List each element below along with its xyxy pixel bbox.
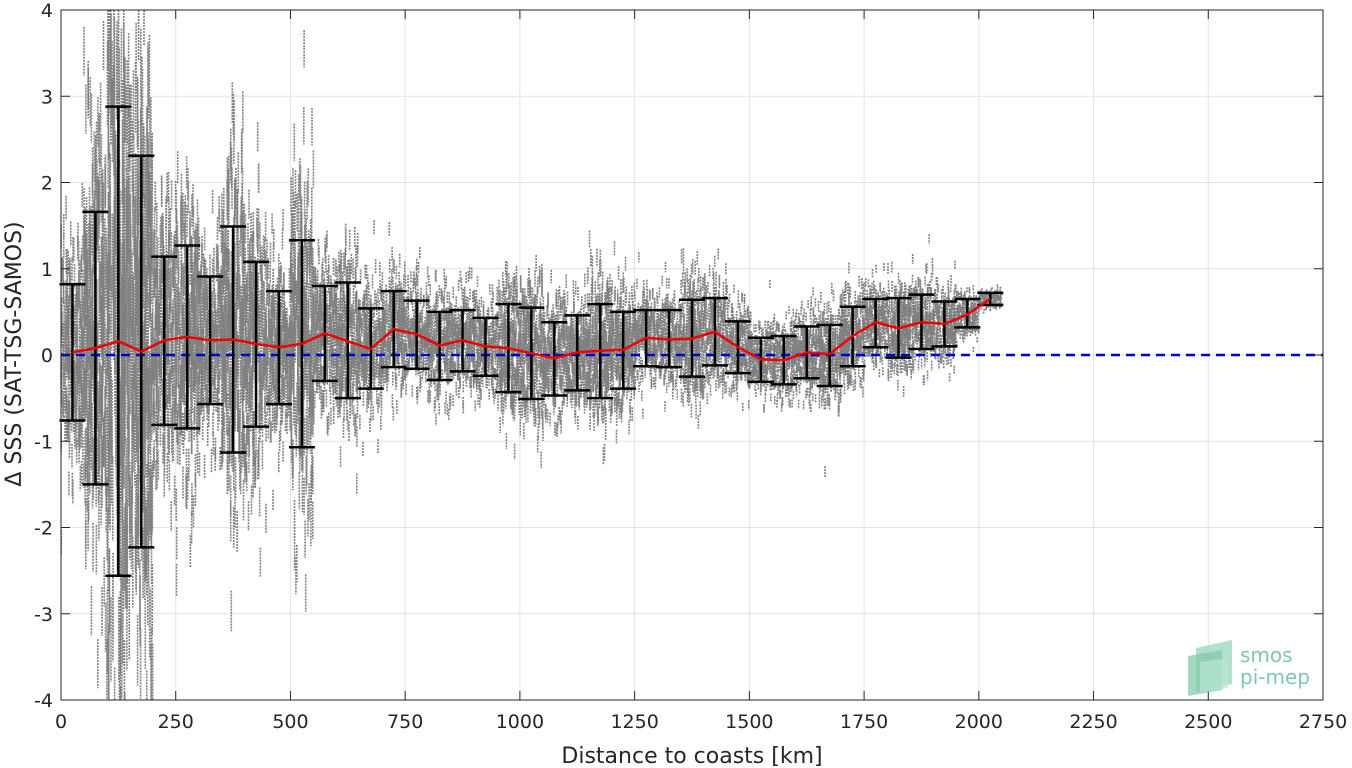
y-tick-label: 0 — [41, 345, 53, 367]
y-tick-label: -3 — [34, 604, 53, 626]
y-tick-labels: -4 -3 -2 -1 0 1 2 3 4 — [34, 0, 53, 712]
error-bar — [816, 323, 843, 388]
y-axis-label: Δ SSS (SAT-TSG-SAMOS) — [2, 221, 27, 486]
y-tick-label: -2 — [34, 518, 53, 540]
logo-line2: pi-mep — [1240, 665, 1310, 689]
error-bar — [59, 283, 86, 422]
smos-pi-mep-logo: smos pi-mep — [1188, 640, 1310, 696]
x-tick-label: 1000 — [496, 711, 544, 733]
x-tick-label: 0 — [55, 711, 67, 733]
x-tick-label: 2750 — [1299, 711, 1347, 733]
y-tick-label: 1 — [41, 259, 53, 281]
y-tick-label: -4 — [34, 690, 53, 712]
logo-line1: smos — [1240, 643, 1293, 667]
x-tick-label: 1750 — [840, 711, 888, 733]
x-tick-label: 250 — [158, 711, 194, 733]
x-tick-label: 750 — [387, 711, 423, 733]
ticks — [60, 9, 1324, 701]
y-tick-label: 3 — [41, 86, 53, 108]
x-tick-label: 500 — [272, 711, 308, 733]
y-tick-label: 4 — [41, 0, 53, 22]
y-tick-label: 2 — [41, 173, 53, 195]
mean-line — [72, 297, 992, 362]
logo-icon — [1188, 640, 1232, 696]
x-tick-labels: 0 250 500 750 1000 1250 1500 1750 2000 2250 2500 27… — [55, 711, 1347, 733]
x-tick-label: 2250 — [1069, 711, 1117, 733]
y-tick-label: -1 — [34, 431, 53, 453]
x-axis-label: Distance to coasts [km] — [561, 744, 822, 768]
x-tick-label: 2000 — [955, 711, 1003, 733]
x-tick-label: 2500 — [1184, 711, 1232, 733]
x-tick-label: 1250 — [610, 711, 658, 733]
x-tick-label: 1500 — [725, 711, 773, 733]
